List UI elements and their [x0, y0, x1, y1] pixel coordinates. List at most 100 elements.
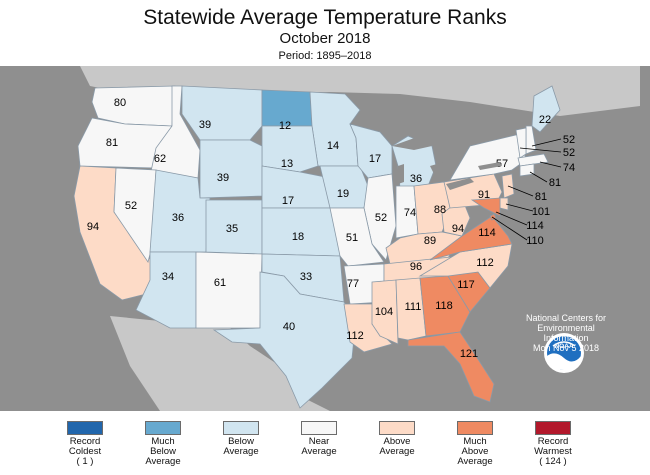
- rank-label-california: 94: [87, 221, 99, 233]
- rank-label-connecticut: 81: [549, 177, 561, 189]
- rank-label-pennsylvania: 91: [478, 189, 490, 201]
- legend-item-much-below: Much Below Average: [128, 421, 198, 467]
- rank-label-idaho: 62: [154, 153, 166, 165]
- legend-label: Near Average: [301, 436, 337, 457]
- rank-label-iowa: 19: [337, 188, 349, 200]
- legend-item-near: Near Average: [284, 421, 354, 457]
- state-maryland: [470, 197, 501, 217]
- map-title: Statewide Average Temperature Ranks: [143, 6, 507, 29]
- map-subtitle: October 2018: [279, 30, 371, 47]
- canada-landmass: [80, 66, 640, 116]
- rank-label-florida: 121: [460, 348, 478, 360]
- rank-label-illinois: 52: [375, 212, 387, 224]
- legend-item-below: Below Average: [206, 421, 276, 457]
- attribution-date: Mon Nov 5 2018: [532, 343, 600, 353]
- state-maine: [531, 85, 561, 133]
- rank-label-montana: 39: [199, 119, 211, 131]
- rank-label-new-hampshire: 52: [563, 134, 575, 146]
- rank-label-new-york: 57: [496, 158, 508, 170]
- rank-label-north-dakota: 12: [279, 120, 291, 132]
- rank-label-nebraska: 17: [282, 195, 294, 207]
- legend-swatch: [535, 421, 571, 435]
- rank-label-oklahoma: 33: [300, 271, 312, 283]
- rank-label-tennessee: 96: [410, 261, 422, 273]
- leader-line-vermont: [519, 147, 562, 153]
- state-massachusetts: [517, 153, 549, 167]
- rank-label-south-carolina: 117: [457, 279, 475, 291]
- legend-swatch: [457, 421, 493, 435]
- rank-label-wisconsin: 17: [369, 153, 381, 165]
- rank-label-vermont: 52: [563, 147, 575, 159]
- legend-label: Above Average: [379, 436, 415, 457]
- rank-label-alabama: 111: [405, 301, 422, 313]
- state-mississippi: [371, 279, 399, 345]
- rank-label-kansas: 18: [292, 231, 304, 243]
- lake-huron: [430, 162, 448, 178]
- state-new-mexico: [195, 251, 263, 329]
- legend-item-record-warmest: Record Warmest ( 124 ): [518, 421, 588, 467]
- lake-superior: [392, 136, 432, 150]
- rank-label-delaware: 101: [532, 206, 550, 218]
- legend-swatch: [379, 421, 415, 435]
- leader-line-delaware: [505, 203, 534, 212]
- map-header: Statewide Average Temperature Ranks Octo…: [0, 0, 650, 66]
- rank-label-indiana: 74: [404, 207, 416, 219]
- attribution-line-2: Environmental: [537, 323, 595, 333]
- rank-label-washington: 80: [114, 97, 126, 109]
- lake-erie: [446, 178, 474, 190]
- rank-label-new-mexico: 61: [214, 277, 226, 289]
- lake-michigan: [398, 164, 404, 184]
- legend-label: Record Coldest ( 1 ): [68, 436, 102, 467]
- rank-label-north-carolina: 112: [476, 257, 494, 269]
- legend-swatch: [301, 421, 337, 435]
- leader-line-connecticut: [529, 171, 548, 183]
- rank-label-utah: 36: [172, 212, 184, 224]
- legend-label: Below Average: [223, 436, 259, 457]
- state-texas: [212, 271, 357, 409]
- leader-line-massachusetts: [539, 161, 562, 168]
- rank-label-maine: 22: [539, 114, 551, 126]
- legend-swatch: [67, 421, 103, 435]
- rank-label-louisiana: 112: [346, 330, 364, 342]
- state-connecticut: [519, 163, 535, 177]
- state-montana: [181, 85, 263, 141]
- rank-label-arkansas: 77: [347, 278, 359, 290]
- attribution-line-3: Information: [543, 333, 589, 343]
- rank-label-arizona: 34: [162, 271, 174, 283]
- rank-label-nevada: 52: [125, 200, 137, 212]
- legend-item-record-coldest: Record Coldest ( 1 ): [50, 421, 120, 467]
- leader-line-new-hampshire: [531, 138, 562, 147]
- rank-label-georgia: 118: [435, 300, 453, 312]
- rank-label-west-virginia: 94: [452, 223, 464, 235]
- state-alabama: [395, 277, 427, 341]
- state-vermont: [515, 127, 527, 159]
- rank-label-minnesota: 14: [327, 140, 339, 152]
- state-virginia: [429, 215, 513, 261]
- rank-label-new-jersey: 81: [535, 191, 547, 203]
- leader-line-district-of-columbia: [491, 216, 528, 241]
- rank-label-oregon: 81: [106, 137, 118, 149]
- us-map: 80 81 62 39 12 14 13 39 94 52 36 35 17 18 34 61 33 40 19 17…: [0, 66, 650, 411]
- rank-label-wyoming: 39: [217, 172, 229, 184]
- rank-label-massachusetts: 74: [563, 162, 575, 174]
- state-florida: [407, 331, 495, 403]
- mexico-landmass: [110, 316, 330, 411]
- legend-item-much-above: Much Above Average: [440, 421, 510, 467]
- states-layer: [73, 85, 561, 409]
- legend-swatch: [145, 421, 181, 435]
- leader-line-maryland: [495, 211, 528, 226]
- rank-labels-layer: 80 81 62 39 12 14 13 39 94 52 36 35 17 18 34 61 33 40 19 17…: [87, 97, 575, 360]
- rank-label-missouri: 51: [346, 232, 358, 244]
- legend: Record Coldest ( 1 ) Much Below Average …: [0, 411, 650, 475]
- rank-label-virginia: 114: [478, 227, 496, 239]
- noaa-logo-text: NOAA: [554, 343, 573, 350]
- noaa-logo-icon: NOAA: [544, 333, 584, 373]
- rank-label-kentucky: 89: [424, 235, 436, 247]
- rank-label-south-dakota: 13: [281, 158, 293, 170]
- state-wyoming: [199, 139, 263, 199]
- rank-label-colorado: 35: [226, 223, 238, 235]
- rank-label-mississippi: 104: [375, 306, 393, 318]
- rank-label-texas: 40: [283, 321, 295, 333]
- rank-label-michigan: 36: [410, 173, 422, 185]
- legend-label: Much Below Average: [145, 436, 181, 467]
